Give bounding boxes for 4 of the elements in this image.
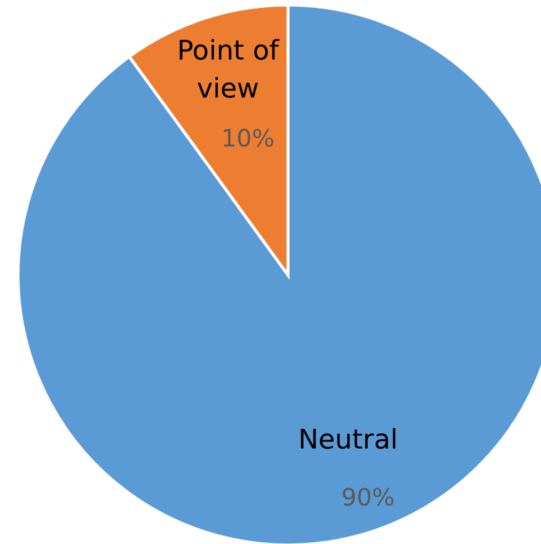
data-label: 10% [221, 124, 275, 153]
data-label: 90% [341, 483, 395, 512]
slice-label: Point of view [177, 35, 280, 105]
slice-label: Neutral [298, 424, 398, 456]
